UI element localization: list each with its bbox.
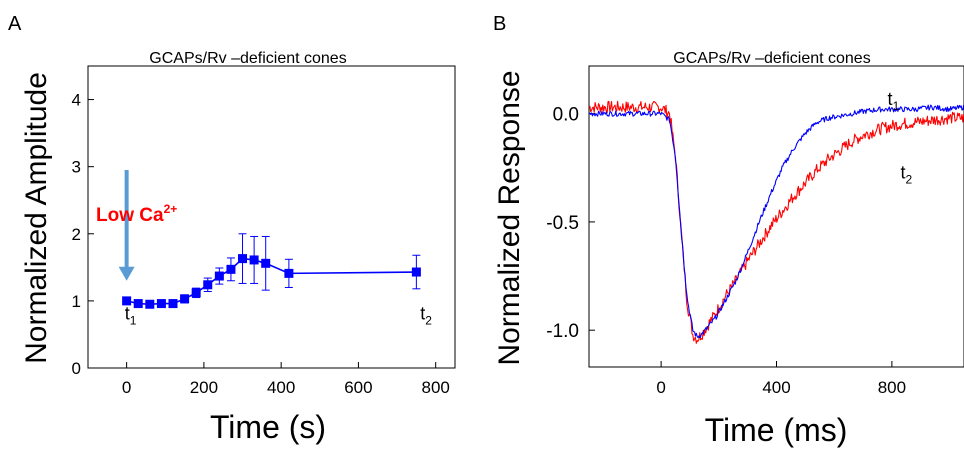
y-tick-label: 0.0 xyxy=(553,105,579,126)
panel-a-ylabel: Normalized Amplitude xyxy=(20,72,53,364)
data-point xyxy=(145,299,155,309)
data-point xyxy=(203,280,213,290)
t2-label: t2 xyxy=(420,304,432,328)
panel-a-plot-frame xyxy=(87,65,456,369)
x-tick-label: 0 xyxy=(122,378,131,397)
series-t2-label-sub: 2 xyxy=(906,173,913,187)
panel-b-label: B xyxy=(493,13,506,35)
t1-label-sub: 1 xyxy=(130,314,137,328)
data-point xyxy=(122,296,132,306)
low-ca-arrow-head xyxy=(118,266,135,281)
series-t1-trace xyxy=(588,104,964,339)
low-ca-label-sup: 2+ xyxy=(164,202,178,216)
t2-label-sub: 2 xyxy=(425,314,432,328)
data-point xyxy=(249,255,259,265)
y-tick-label: -1.0 xyxy=(546,321,579,342)
x-tick-label: 800 xyxy=(421,378,449,397)
data-point xyxy=(180,294,190,304)
y-tick-label: 0 xyxy=(72,359,81,378)
panel-a-xlabel: Time (s) xyxy=(210,409,326,445)
data-point xyxy=(411,267,421,277)
low-ca-label-base: Low Ca xyxy=(96,205,164,226)
data-point xyxy=(214,271,224,281)
series-t2-label-base: t xyxy=(901,163,906,183)
x-tick-label: 800 xyxy=(878,378,906,397)
series-t1-label-base: t xyxy=(888,89,893,109)
series-t1-label: t1 xyxy=(888,89,900,113)
y-tick-label: -0.5 xyxy=(546,213,579,234)
t2-label-base: t xyxy=(420,304,425,324)
x-tick-label: 400 xyxy=(762,378,790,397)
y-tick-label: 3 xyxy=(72,158,81,177)
data-point xyxy=(191,288,201,298)
data-point xyxy=(156,299,166,309)
panel-a: A GCAPs/Rv –deficient cones 0 200 400 600 80… xyxy=(8,13,456,445)
panel-a-axes: 0 200 400 600 800 0 1 2 3 4 xyxy=(72,91,450,397)
panel-b-series-labels: t1 t2 xyxy=(888,89,913,187)
panel-b-title: GCAPs/Rv –deficient cones xyxy=(673,50,870,67)
x-tick-label: 200 xyxy=(190,378,218,397)
data-point xyxy=(133,299,143,309)
panel-b: B GCAPs/Rv –deficient cones 0 400 800 0.0 -0… xyxy=(493,13,964,448)
amplitude-line xyxy=(126,257,417,306)
y-tick-label: 2 xyxy=(72,225,81,244)
data-point xyxy=(261,258,271,268)
panel-a-label: A xyxy=(8,13,22,35)
series-t2-trace xyxy=(588,100,964,344)
y-tick-label: 1 xyxy=(72,292,81,311)
data-point xyxy=(226,264,236,274)
panel-b-series xyxy=(588,100,964,344)
t1-label-base: t xyxy=(125,304,130,324)
panel-b-xlabel: Time (ms) xyxy=(705,412,848,448)
x-tick-label: 400 xyxy=(267,378,295,397)
t1-label: t1 xyxy=(125,304,137,328)
panel-b-ylabel: Normalized Response xyxy=(493,70,526,365)
low-ca-label: Low Ca2+ xyxy=(96,202,177,226)
x-tick-label: 600 xyxy=(344,378,372,397)
x-tick-label: 0 xyxy=(656,378,665,397)
panel-a-annotations: Low Ca2+ t1 t2 xyxy=(96,170,432,328)
data-point xyxy=(284,268,294,278)
data-point xyxy=(168,299,178,309)
series-t2-label: t2 xyxy=(901,163,913,187)
data-point xyxy=(238,254,248,264)
series-t1-label-sub: 1 xyxy=(893,99,900,113)
panel-a-series xyxy=(122,233,421,309)
panel-b-axes: 0 400 800 0.0 -0.5 -1.0 xyxy=(546,105,906,397)
panel-a-title: GCAPs/Rv –deficient cones xyxy=(149,50,346,67)
y-tick-label: 4 xyxy=(72,91,81,110)
